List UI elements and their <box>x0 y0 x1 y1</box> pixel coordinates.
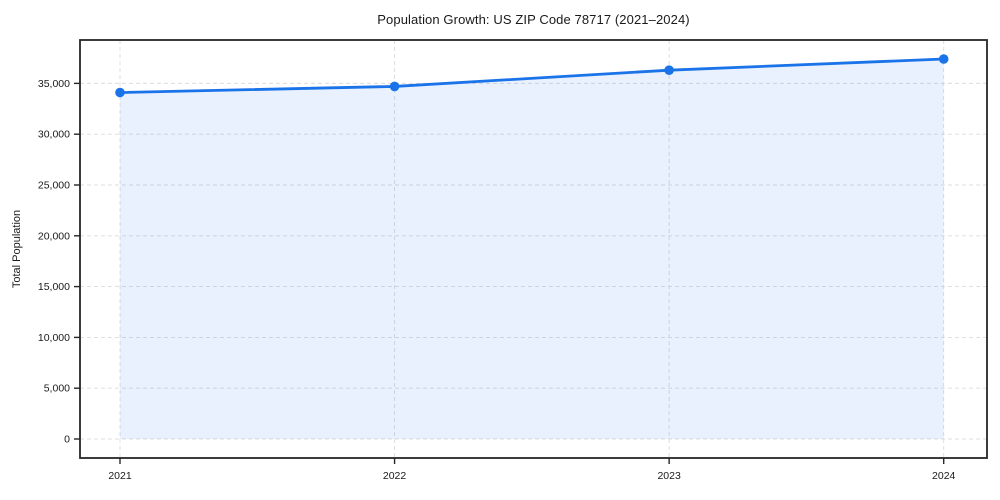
x-tick-label: 2023 <box>657 470 681 482</box>
y-tick-label: 20,000 <box>38 230 70 242</box>
plot-border <box>79 39 988 459</box>
x-tick-label: 2024 <box>932 470 956 482</box>
chart-title: Population Growth: US ZIP Code 78717 (20… <box>377 12 690 27</box>
y-tick-label: 15,000 <box>38 281 70 293</box>
y-axis-label: Total Population <box>11 209 23 289</box>
series-line <box>118 57 946 94</box>
y-tick-label: 25,000 <box>38 179 70 191</box>
x-tick-label: 2021 <box>108 470 132 482</box>
data-point-marker <box>664 65 674 75</box>
y-tick-label: 0 <box>64 434 70 446</box>
y-tick-label: 30,000 <box>38 129 70 141</box>
x-tick-label: 2022 <box>383 470 407 482</box>
area-fill <box>120 59 944 439</box>
y-tick-label: 35,000 <box>38 78 70 90</box>
data-point-marker <box>115 87 125 98</box>
y-tick-label: 10,000 <box>38 332 70 344</box>
data-point-marker <box>389 81 400 92</box>
y-tick-label: 5,000 <box>44 383 70 395</box>
data-point-marker <box>938 54 949 64</box>
